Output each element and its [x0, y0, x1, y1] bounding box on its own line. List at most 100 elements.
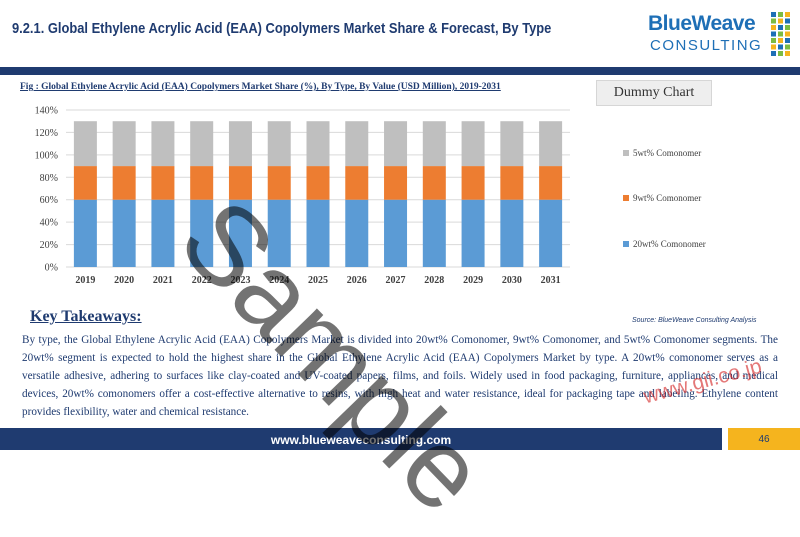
- bar-segment: [73, 121, 97, 167]
- logo-dot: [771, 25, 776, 30]
- logo-dot: [785, 44, 790, 50]
- logo-dot: [785, 51, 790, 56]
- bar-segment: [151, 166, 175, 200]
- bar-segment: [384, 121, 408, 167]
- bar-segment: [500, 166, 524, 200]
- bar-segment: [112, 166, 136, 200]
- blueweave-logo: BlueWeave CONSULTING: [648, 12, 798, 62]
- bar-segment: [267, 199, 291, 267]
- logo-dot: [778, 51, 783, 56]
- bar-segment: [306, 121, 330, 167]
- legend-label: 9wt% Comonomer: [633, 193, 701, 203]
- bar-segment: [422, 166, 446, 200]
- logo-dot: [771, 44, 776, 50]
- x-tick-label: 2019: [75, 275, 95, 286]
- x-tick-label: 2023: [230, 275, 250, 286]
- bar-segment: [228, 166, 252, 200]
- y-tick-labels: 0% 20% 40% 60% 80% 100% 120% 140%: [35, 106, 58, 274]
- bar-segment: [500, 121, 524, 167]
- legend-label: 20wt% Comonomer: [633, 239, 706, 249]
- bar-segment: [461, 166, 485, 200]
- y-tick-label: 20%: [40, 240, 58, 251]
- bar-segment: [112, 121, 136, 167]
- legend-swatch: [623, 195, 629, 201]
- logo-dot: [778, 44, 783, 50]
- legend-label: 5wt% Comonomer: [633, 148, 701, 158]
- page-number: 46: [728, 428, 800, 450]
- bar-segment: [345, 199, 369, 267]
- y-tick-label: 40%: [40, 218, 58, 229]
- bar-segment: [190, 166, 214, 200]
- bar-segment: [73, 166, 97, 200]
- bar-segment: [267, 166, 291, 200]
- bar-segment: [151, 199, 175, 267]
- bar-segment: [422, 121, 446, 167]
- x-tick-label: 2022: [192, 275, 212, 286]
- bar-segment: [190, 121, 214, 167]
- x-tick-label: 2029: [463, 275, 483, 286]
- bar-segment: [306, 199, 330, 267]
- x-tick-label: 2026: [347, 275, 367, 286]
- legend-swatch: [623, 241, 629, 247]
- bar-segment: [190, 199, 214, 267]
- bar-segment: [151, 121, 175, 167]
- x-tick-label: 2020: [114, 275, 134, 286]
- bar-segment: [345, 121, 369, 167]
- x-tick-label: 2024: [269, 275, 289, 286]
- bar-segment: [461, 199, 485, 267]
- footer-bar: [0, 428, 722, 450]
- bar-segment: [267, 121, 291, 167]
- bar-segment: [228, 121, 252, 167]
- bar-segment: [422, 199, 446, 267]
- y-tick-label: 140%: [35, 106, 58, 117]
- bar-segment: [384, 199, 408, 267]
- logo-dot: [778, 12, 783, 17]
- bar-segment: [461, 121, 485, 167]
- logo-main-text: BlueWeave: [648, 12, 756, 35]
- bar-segment: [384, 166, 408, 200]
- logo-sub-text: CONSULTING: [650, 37, 763, 54]
- logo-dot: [785, 31, 790, 37]
- stacked-bar-chart: 0%20%40%60%80%100%120%140% 2019 2020 2021 2…: [35, 106, 706, 287]
- bar-segment: [539, 199, 563, 267]
- header-bar: [0, 67, 800, 75]
- y-tick-label: 80%: [40, 173, 58, 184]
- x-tick-label: 2027: [386, 275, 406, 286]
- bar-segment: [73, 199, 97, 267]
- footer-url[interactable]: www.blueweaveconsulting.com: [270, 433, 452, 447]
- x-tick-label: 2031: [541, 275, 561, 286]
- bar-segment: [345, 166, 369, 200]
- logo-dot: [785, 38, 790, 43]
- logo-dot: [785, 12, 790, 17]
- x-tick-label: 2021: [153, 275, 173, 286]
- key-takeaways-body: By type, the Global Ethylene Acrylic Aci…: [22, 334, 778, 418]
- logo-dots-icon: [771, 12, 790, 56]
- y-tick-label: 120%: [35, 128, 58, 139]
- logo-dot: [771, 31, 776, 37]
- logo-dot: [778, 25, 783, 30]
- dummy-chart-label: Dummy Chart: [596, 80, 712, 106]
- key-takeaways-title: Key Takeaways:: [30, 308, 142, 325]
- bar-segment: [539, 121, 563, 167]
- bar-segment: [228, 199, 252, 267]
- x-tick-label: 2028: [424, 275, 444, 286]
- logo-dot: [785, 18, 790, 24]
- x-tick-labels: 2019 2020 2021 2022 2023 2024 2025 2026 2027 2028…: [75, 275, 560, 286]
- chart-bars: [73, 121, 563, 267]
- logo-dot: [778, 38, 783, 43]
- source-note: Source: BlueWeave Consulting Analysis: [632, 317, 757, 324]
- logo-dot: [771, 12, 776, 17]
- x-tick-label: 2030: [502, 275, 522, 286]
- bar-segment: [500, 199, 524, 267]
- logo-dot: [771, 51, 776, 56]
- legend-swatch: [623, 150, 629, 156]
- logo-dot: [771, 38, 776, 43]
- logo-dot: [785, 25, 790, 30]
- figure-caption: Fig : Global Ethylene Acrylic Acid (EAA)…: [20, 82, 501, 92]
- bar-segment: [112, 199, 136, 267]
- bar-segment: [539, 166, 563, 200]
- slide-title: 9.2.1. Global Ethylene Acrylic Acid (EAA…: [12, 20, 552, 37]
- logo-dot: [778, 31, 783, 37]
- logo-dot: [778, 18, 783, 24]
- y-tick-label: 0%: [45, 263, 58, 274]
